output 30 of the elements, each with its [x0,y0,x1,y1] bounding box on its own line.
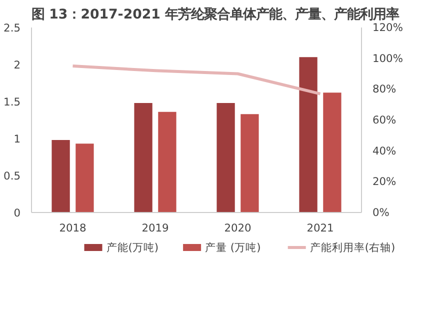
x-tick-label: 2019 [142,222,170,234]
y-tick-label: 1.5 [4,96,21,108]
y2-tick-label: 20% [372,175,396,188]
chart-title: 图 13：2017-2021 年芳纶聚合单体产能、产量、产能利用率 [32,6,400,22]
bar [158,112,176,212]
bar [76,144,94,212]
bar [240,114,259,212]
y2-tick-label: 80% [372,82,396,96]
y-tick-label: 0 [14,206,21,220]
bar [134,102,152,212]
x-tick-label: 2021 [306,222,334,234]
line-series [71,64,322,96]
y2-tick-label: 120% [372,21,403,34]
x-tick-label: 2018 [59,222,87,234]
bar [216,102,235,212]
y2-tick-label: 100% [372,52,403,65]
y2-tick-label: 40% [372,144,396,158]
bar [52,140,70,212]
bar [323,92,342,212]
bar [299,57,318,212]
legend-label: 产量 (万吨) [205,241,261,254]
y2-tick-label: 60% [372,114,396,126]
legend-label: 产能(万吨) [106,241,159,254]
y2-tick-label: 0% [372,206,390,219]
legend-label: 产能利用率(右轴) [310,241,396,254]
y-tick-label: 1 [14,132,20,146]
y-tick-label: 0.5 [4,170,21,182]
y-tick-label: 2.5 [4,22,21,34]
y-tick-label: 2 [14,58,20,72]
x-tick-label: 2020 [224,222,252,234]
